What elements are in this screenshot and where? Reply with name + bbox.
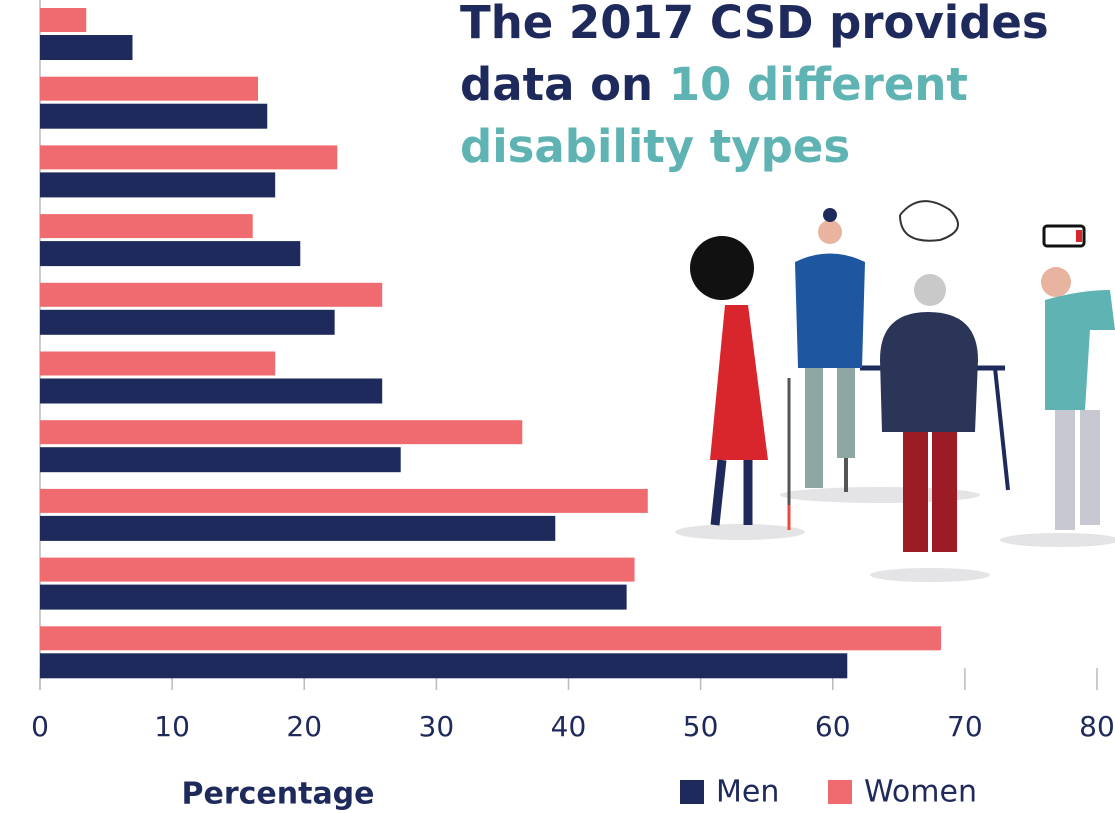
x-tick-label: 60	[815, 710, 851, 743]
x-tick-label: 50	[683, 710, 719, 743]
bar	[40, 145, 338, 170]
legend-swatch	[828, 780, 852, 804]
bar	[40, 626, 942, 651]
bar	[40, 557, 635, 582]
chart-title: The 2017 CSD provides data on 10 differe…	[460, 0, 1060, 178]
legend-label: Women	[864, 775, 977, 810]
x-tick-label: 30	[419, 710, 455, 743]
illustration	[675, 200, 1115, 582]
bar	[40, 35, 133, 60]
bar	[40, 515, 556, 541]
bar	[40, 420, 523, 445]
x-tick-label: 40	[551, 710, 587, 743]
bar	[40, 584, 627, 610]
bar	[40, 103, 268, 129]
bar	[40, 76, 259, 101]
legend-label: Men	[716, 775, 779, 810]
bar	[40, 447, 401, 473]
title-text: The 2017 CSD provides data on	[460, 0, 1049, 111]
x-tick-label: 80	[1079, 710, 1115, 743]
bar	[40, 282, 383, 307]
x-tick-label: 20	[286, 710, 322, 743]
x-tick-label: 0	[31, 710, 49, 743]
x-axis-label: Percentage	[181, 777, 374, 812]
x-tick-label: 10	[154, 710, 190, 743]
bar	[40, 488, 648, 513]
title-highlight: 10 different disability types	[460, 58, 968, 173]
x-tick-label: 70	[947, 710, 983, 743]
bar	[40, 378, 383, 404]
bar	[40, 653, 848, 679]
bar	[40, 351, 276, 376]
bar	[40, 241, 301, 267]
bar	[40, 214, 253, 239]
bar	[40, 8, 87, 32]
legend-swatch	[680, 780, 704, 804]
bar	[40, 309, 335, 335]
bar	[40, 172, 276, 198]
